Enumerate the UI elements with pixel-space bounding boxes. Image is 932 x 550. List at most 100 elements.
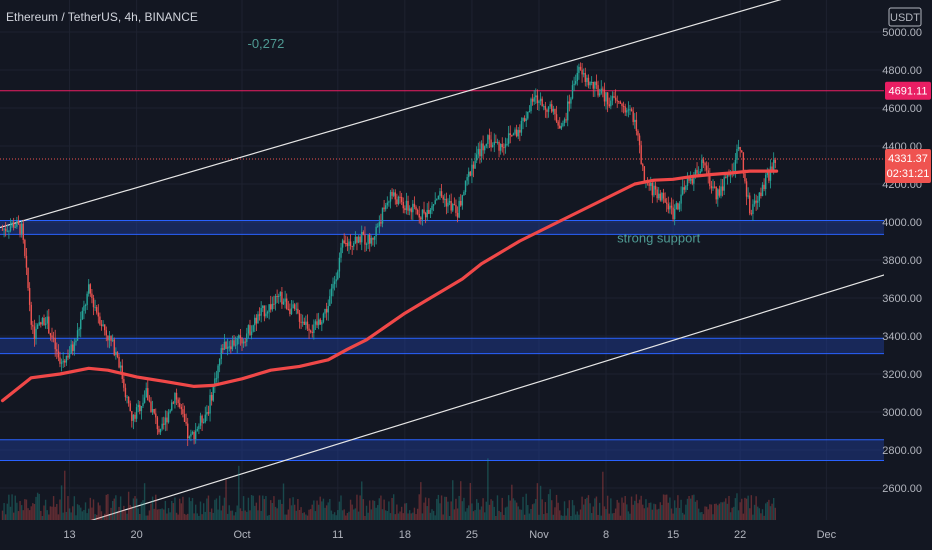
volume-bar	[316, 500, 318, 520]
volume-bar	[643, 508, 646, 520]
candle-body	[420, 217, 422, 220]
candle-body	[135, 407, 138, 419]
volume-bar	[471, 503, 473, 520]
volume-bar	[231, 510, 234, 520]
volume-bar	[504, 507, 507, 520]
candle-body	[744, 173, 746, 182]
volume-bar	[36, 492, 39, 520]
candle-body	[705, 165, 708, 171]
candle-body	[163, 423, 165, 425]
volume-bar	[747, 495, 749, 520]
candle-body	[370, 237, 373, 244]
candle-body	[210, 395, 213, 401]
volume-bar	[597, 514, 599, 520]
candle-body	[9, 226, 12, 231]
volume-bar	[140, 502, 143, 520]
volume-bar	[600, 515, 602, 520]
volume-bar	[774, 507, 776, 520]
candle-body	[405, 200, 408, 211]
candle-body	[758, 192, 761, 201]
volume-bar	[313, 500, 315, 520]
x-tick-label: 15	[667, 529, 679, 541]
volume-bar	[761, 509, 764, 520]
y-tick-label: 3400.00	[882, 331, 922, 343]
volume-bar	[148, 510, 151, 520]
volume-bar	[375, 507, 377, 520]
candle-body	[198, 425, 200, 430]
volume-bar	[421, 513, 424, 520]
volume-bar	[483, 512, 486, 520]
volume-bar	[207, 495, 210, 520]
volume-bar	[6, 503, 8, 520]
volume-bar	[666, 494, 668, 520]
candle-body	[619, 101, 622, 104]
volume-bar	[408, 510, 411, 520]
candle-body	[153, 409, 155, 414]
candle-body	[57, 351, 60, 358]
volume-bar	[54, 506, 56, 520]
candle-body	[469, 171, 472, 176]
candle-body	[515, 129, 518, 137]
y-tick-label: 3600.00	[882, 293, 922, 305]
candle-body	[83, 305, 85, 311]
y-tick-label: 4800.00	[882, 65, 922, 77]
volume-bar	[487, 458, 489, 520]
volume-bar	[185, 514, 187, 520]
candle-body	[377, 226, 379, 228]
volume-bar	[531, 504, 534, 520]
volume-bar	[758, 508, 761, 520]
candle-body	[611, 96, 614, 101]
candle-body	[471, 164, 473, 176]
candle-body	[349, 241, 352, 247]
volume-bar	[565, 515, 567, 520]
volume-bar	[678, 507, 681, 520]
y-tick-label: 3200.00	[882, 369, 922, 381]
volume-bar	[428, 498, 430, 520]
ma-line	[0, 169, 779, 403]
volume-bar	[217, 509, 219, 520]
volume-bar	[420, 482, 422, 520]
candle-body	[297, 308, 299, 314]
candle-body	[239, 335, 242, 338]
candle-body	[209, 395, 211, 414]
candle-body	[581, 69, 583, 75]
volume-bar	[704, 506, 706, 520]
candle-body	[533, 97, 535, 102]
volume-bar	[126, 513, 128, 520]
volume-bar	[137, 508, 139, 520]
volume-bar	[677, 495, 679, 520]
candle-body	[255, 317, 258, 324]
volume-bar	[568, 500, 571, 520]
volume-bar	[332, 514, 334, 520]
candle-body	[167, 412, 170, 423]
volume-bar	[431, 509, 433, 520]
candle-body	[335, 279, 337, 282]
volume-bar	[392, 494, 395, 520]
candle-body	[613, 96, 615, 98]
candle-body	[295, 308, 297, 310]
volume-bar	[20, 505, 23, 520]
candle-body	[311, 331, 313, 333]
candle-body	[541, 98, 543, 107]
candle-body	[640, 145, 642, 165]
volume-bar	[381, 509, 384, 520]
volume-bar	[233, 515, 235, 520]
volume-bar	[377, 505, 379, 520]
candle-body	[445, 198, 448, 207]
volume-bar	[579, 509, 582, 520]
volume-bar	[99, 505, 101, 520]
candle-body	[491, 145, 494, 148]
candle-body	[630, 109, 633, 112]
candle-body	[672, 207, 674, 220]
candle-body	[147, 388, 149, 401]
x-tick-label: Nov	[529, 529, 549, 541]
volume-bar	[429, 512, 432, 520]
candle-body	[402, 201, 404, 209]
candle-body	[460, 200, 462, 206]
volume-bar	[67, 496, 69, 520]
volume-bar	[527, 505, 529, 520]
currency-button[interactable]: USDT	[888, 7, 922, 27]
volume-bar	[683, 514, 685, 520]
candle-body	[1, 229, 4, 231]
